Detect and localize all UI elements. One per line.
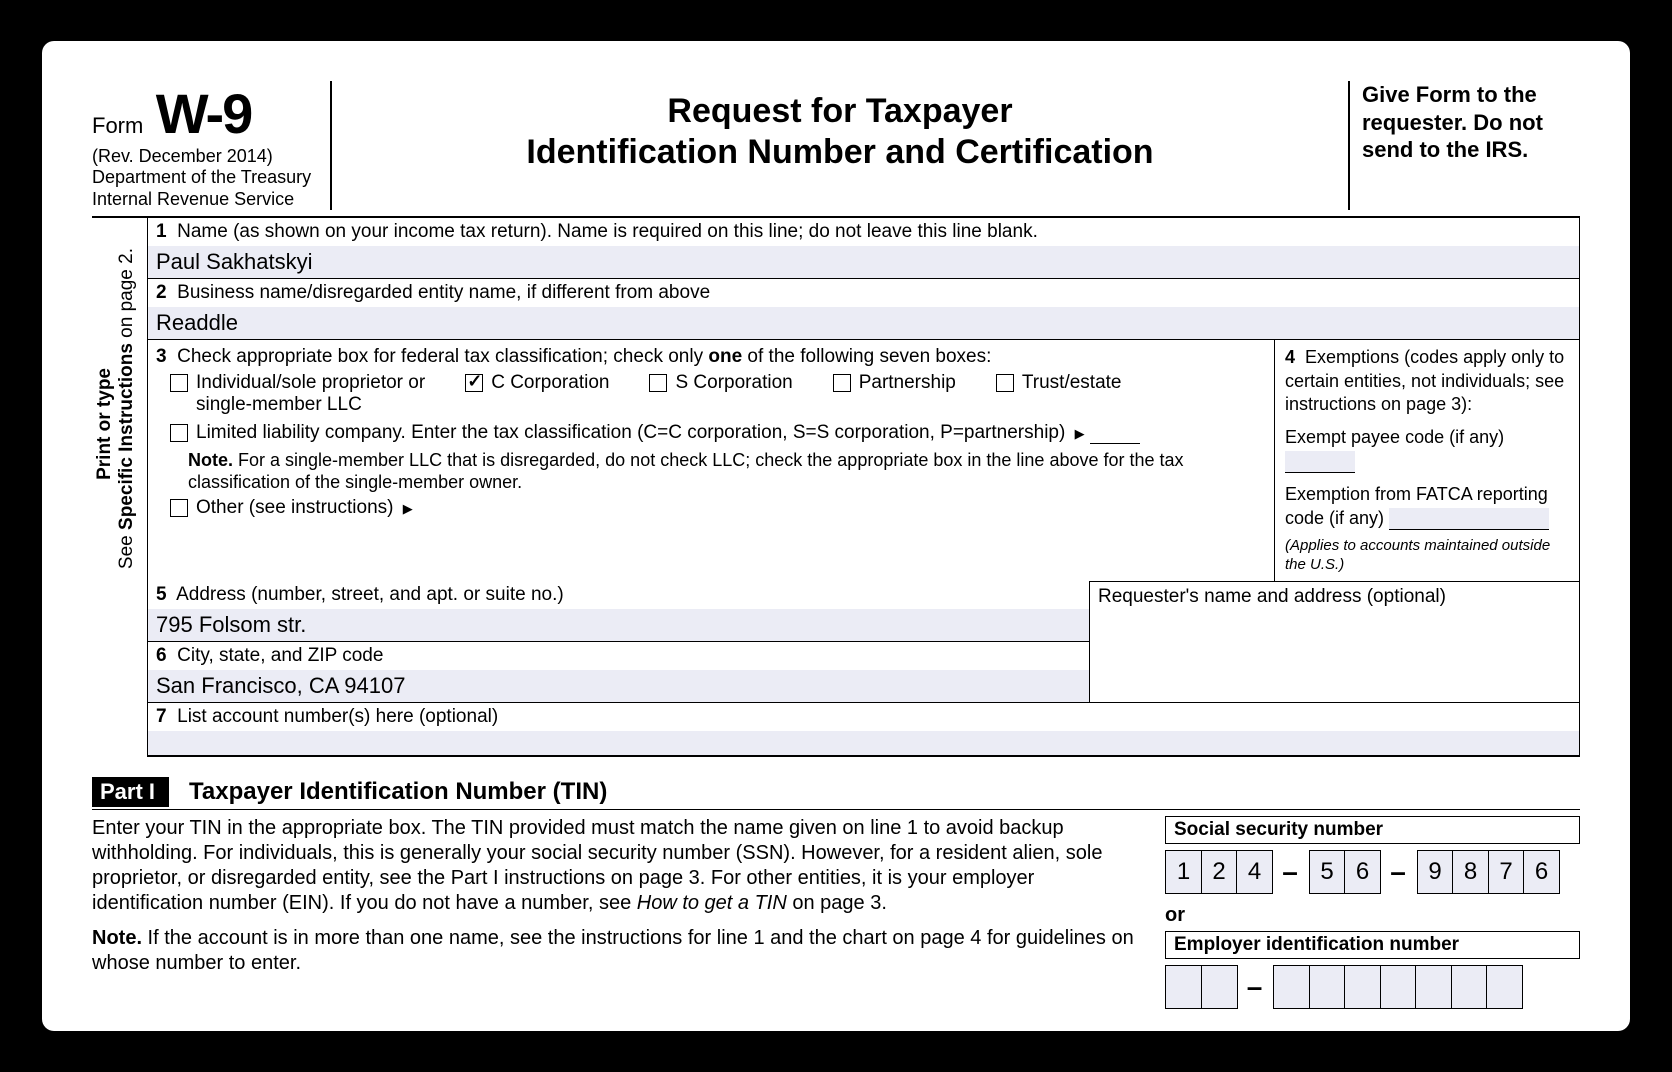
ssn-d7[interactable]: 8 <box>1452 850 1489 894</box>
ein-d7[interactable] <box>1415 965 1452 1009</box>
side-label: Print or type See Specific Instructions … <box>92 218 147 757</box>
line2-input[interactable]: Readdle <box>148 307 1579 339</box>
classification-row1: Individual/sole proprietor orsingle-memb… <box>170 372 1266 416</box>
ein-dash: – <box>1236 965 1273 1009</box>
tin-number-boxes: Social security number 1 2 4 – 5 6 – 9 8… <box>1165 816 1580 1019</box>
part1-title: Taxpayer Identification Number (TIN) <box>189 778 607 806</box>
ein-d8[interactable] <box>1451 965 1488 1009</box>
line4-box: 4 Exemptions (codes apply only to certai… <box>1274 339 1579 581</box>
form-header: Form W-9 (Rev. December 2014) Department… <box>92 81 1580 218</box>
line5-input[interactable]: 795 Folsom str. <box>148 609 1089 641</box>
line1-input[interactable]: Paul Sakhatskyi <box>148 246 1579 278</box>
tin-p1: Enter your TIN in the appropriate box. T… <box>92 816 1135 916</box>
exempt-payee-input[interactable] <box>1285 451 1355 473</box>
ein-d2[interactable] <box>1201 965 1238 1009</box>
line5-label: 5 Address (number, street, and apt. or s… <box>148 581 1089 609</box>
requester-label: Requester's name and address (optional) <box>1098 586 1446 607</box>
line7-row: 7 List account number(s) here (optional) <box>147 702 1580 757</box>
fatca-code-input[interactable] <box>1389 508 1549 530</box>
department-line1: Department of the Treasury <box>92 167 322 189</box>
line6-row: 6 City, state, and ZIP code San Francisc… <box>148 641 1089 702</box>
line2-label: 2 Business name/disregarded entity name,… <box>148 279 1579 307</box>
line4-small: (Applies to accounts maintained outside … <box>1285 536 1569 575</box>
ssn-d8[interactable]: 7 <box>1488 850 1525 894</box>
ssn-d5[interactable]: 6 <box>1344 850 1381 894</box>
ssn-d6[interactable]: 9 <box>1417 850 1454 894</box>
title-line2: Identification Number and Certification <box>352 132 1328 173</box>
ssn-dash1: – <box>1272 850 1309 894</box>
side-instructions: See Specific Instructions on page 2. <box>116 248 138 569</box>
ein-d9[interactable] <box>1486 965 1523 1009</box>
form-w9-page: Form W-9 (Rev. December 2014) Department… <box>42 41 1630 1031</box>
exempt-payee: Exempt payee code (if any) <box>1285 426 1569 473</box>
ein-d3[interactable] <box>1273 965 1310 1009</box>
header-instruction: Give Form to the requester. Do not send … <box>1350 81 1580 210</box>
revision-date: (Rev. December 2014) <box>92 146 322 167</box>
side-print-type: Print or type <box>94 368 116 480</box>
ssn-d2[interactable]: 2 <box>1201 850 1238 894</box>
line5-6-row: 5 Address (number, street, and apt. or s… <box>147 581 1580 702</box>
ein-digits[interactable]: – <box>1165 965 1580 1009</box>
line6-label: 6 City, state, and ZIP code <box>148 642 1089 670</box>
ssn-dash2: – <box>1380 850 1417 894</box>
part1-badge: Part I <box>92 777 169 807</box>
line2-row: 2 Business name/disregarded entity name,… <box>147 278 1580 339</box>
tin-instructions: Enter your TIN in the appropriate box. T… <box>92 816 1135 1019</box>
line6-input[interactable]: San Francisco, CA 94107 <box>148 670 1089 702</box>
checkbox-llc[interactable]: Limited liability company. Enter the tax… <box>170 422 1140 444</box>
ein-d1[interactable] <box>1165 965 1202 1009</box>
address-block: 5 Address (number, street, and apt. or s… <box>148 581 1089 702</box>
line7-label: 7 List account number(s) here (optional) <box>148 703 1579 731</box>
classification-llc: Limited liability company. Enter the tax… <box>170 422 1266 444</box>
main-body: Print or type See Specific Instructions … <box>92 218 1580 757</box>
form-label: Form <box>92 113 143 139</box>
line3-label: 3 Check appropriate box for federal tax … <box>156 346 1266 368</box>
line3-box: 3 Check appropriate box for federal tax … <box>148 339 1274 581</box>
or-label: or <box>1165 904 1580 927</box>
ein-d5[interactable] <box>1344 965 1381 1009</box>
department-line2: Internal Revenue Service <box>92 189 322 211</box>
header-left: Form W-9 (Rev. December 2014) Department… <box>92 81 332 210</box>
form-fields: 1 Name (as shown on your income tax retu… <box>147 218 1580 757</box>
fatca-line2: code (if any) <box>1285 507 1569 530</box>
fatca-line1: Exemption from FATCA reporting <box>1285 483 1569 506</box>
tin-section: Enter your TIN in the appropriate box. T… <box>92 816 1580 1039</box>
checkbox-individual[interactable]: Individual/sole proprietor orsingle-memb… <box>170 372 425 416</box>
ssn-digits[interactable]: 1 2 4 – 5 6 – 9 8 7 6 <box>1165 850 1580 894</box>
ssn-d1[interactable]: 1 <box>1165 850 1202 894</box>
line1-row: 1 Name (as shown on your income tax retu… <box>147 218 1580 278</box>
ssn-d4[interactable]: 5 <box>1309 850 1346 894</box>
ssn-d9[interactable]: 6 <box>1523 850 1560 894</box>
part1-header: Part I Taxpayer Identification Number (T… <box>92 777 1580 810</box>
classification-other: Other (see instructions) <box>170 497 1266 519</box>
checkbox-other[interactable]: Other (see instructions) <box>170 497 413 519</box>
tin-p2: Note. If the account is in more than one… <box>92 926 1135 976</box>
line7-input[interactable] <box>148 731 1579 755</box>
line5-row: 5 Address (number, street, and apt. or s… <box>148 581 1089 641</box>
ein-d4[interactable] <box>1309 965 1346 1009</box>
line3-4-row: 3 Check appropriate box for federal tax … <box>147 339 1580 581</box>
checkbox-trust[interactable]: Trust/estate <box>996 372 1122 394</box>
line4-label: 4 Exemptions (codes apply only to certai… <box>1285 346 1569 416</box>
line3-note: Note. For a single-member LLC that is di… <box>188 450 1266 493</box>
requester-box[interactable]: Requester's name and address (optional) <box>1089 581 1579 702</box>
line1-label: 1 Name (as shown on your income tax retu… <box>148 218 1579 246</box>
llc-class-input[interactable] <box>1090 424 1140 444</box>
title-line1: Request for Taxpayer <box>352 91 1328 132</box>
ssn-label: Social security number <box>1165 816 1580 844</box>
ein-label: Employer identification number <box>1165 931 1580 959</box>
header-title: Request for Taxpayer Identification Numb… <box>332 81 1350 210</box>
checkbox-partnership[interactable]: Partnership <box>833 372 956 394</box>
ssn-d3[interactable]: 4 <box>1236 850 1273 894</box>
form-name: W-9 <box>156 81 252 146</box>
ein-d6[interactable] <box>1380 965 1417 1009</box>
checkbox-s-corp[interactable]: S Corporation <box>649 372 792 394</box>
checkbox-c-corp[interactable]: C Corporation <box>465 372 609 394</box>
